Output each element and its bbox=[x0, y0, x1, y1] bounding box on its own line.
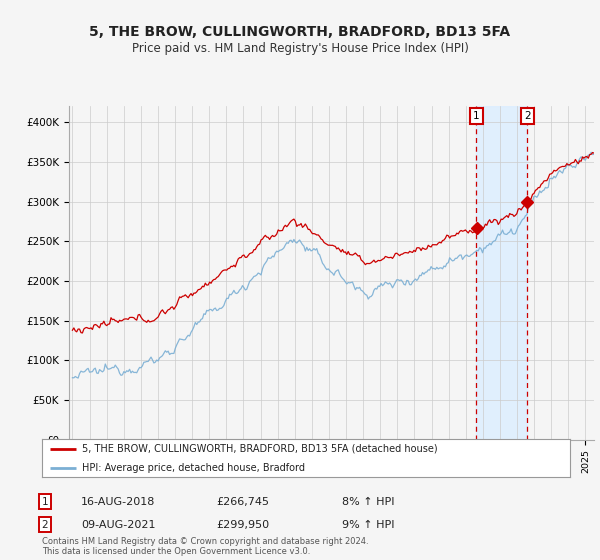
Text: 5, THE BROW, CULLINGWORTH, BRADFORD, BD13 5FA: 5, THE BROW, CULLINGWORTH, BRADFORD, BD1… bbox=[89, 25, 511, 39]
Text: 1: 1 bbox=[473, 111, 479, 121]
Text: 5, THE BROW, CULLINGWORTH, BRADFORD, BD13 5FA (detached house): 5, THE BROW, CULLINGWORTH, BRADFORD, BD1… bbox=[82, 444, 437, 454]
Text: £266,745: £266,745 bbox=[216, 497, 269, 507]
Text: £299,950: £299,950 bbox=[216, 520, 269, 530]
Text: 09-AUG-2021: 09-AUG-2021 bbox=[81, 520, 155, 530]
Text: 16-AUG-2018: 16-AUG-2018 bbox=[81, 497, 155, 507]
Text: Contains HM Land Registry data © Crown copyright and database right 2024.: Contains HM Land Registry data © Crown c… bbox=[42, 538, 368, 547]
Text: 2: 2 bbox=[524, 111, 530, 121]
Text: 1: 1 bbox=[41, 497, 49, 507]
Bar bbox=[476, 106, 527, 440]
Text: This data is licensed under the Open Government Licence v3.0.: This data is licensed under the Open Gov… bbox=[42, 548, 310, 557]
Text: 8% ↑ HPI: 8% ↑ HPI bbox=[342, 497, 395, 507]
Text: 9% ↑ HPI: 9% ↑ HPI bbox=[342, 520, 395, 530]
Text: HPI: Average price, detached house, Bradford: HPI: Average price, detached house, Brad… bbox=[82, 463, 305, 473]
Text: 2: 2 bbox=[41, 520, 49, 530]
Text: Price paid vs. HM Land Registry's House Price Index (HPI): Price paid vs. HM Land Registry's House … bbox=[131, 42, 469, 55]
